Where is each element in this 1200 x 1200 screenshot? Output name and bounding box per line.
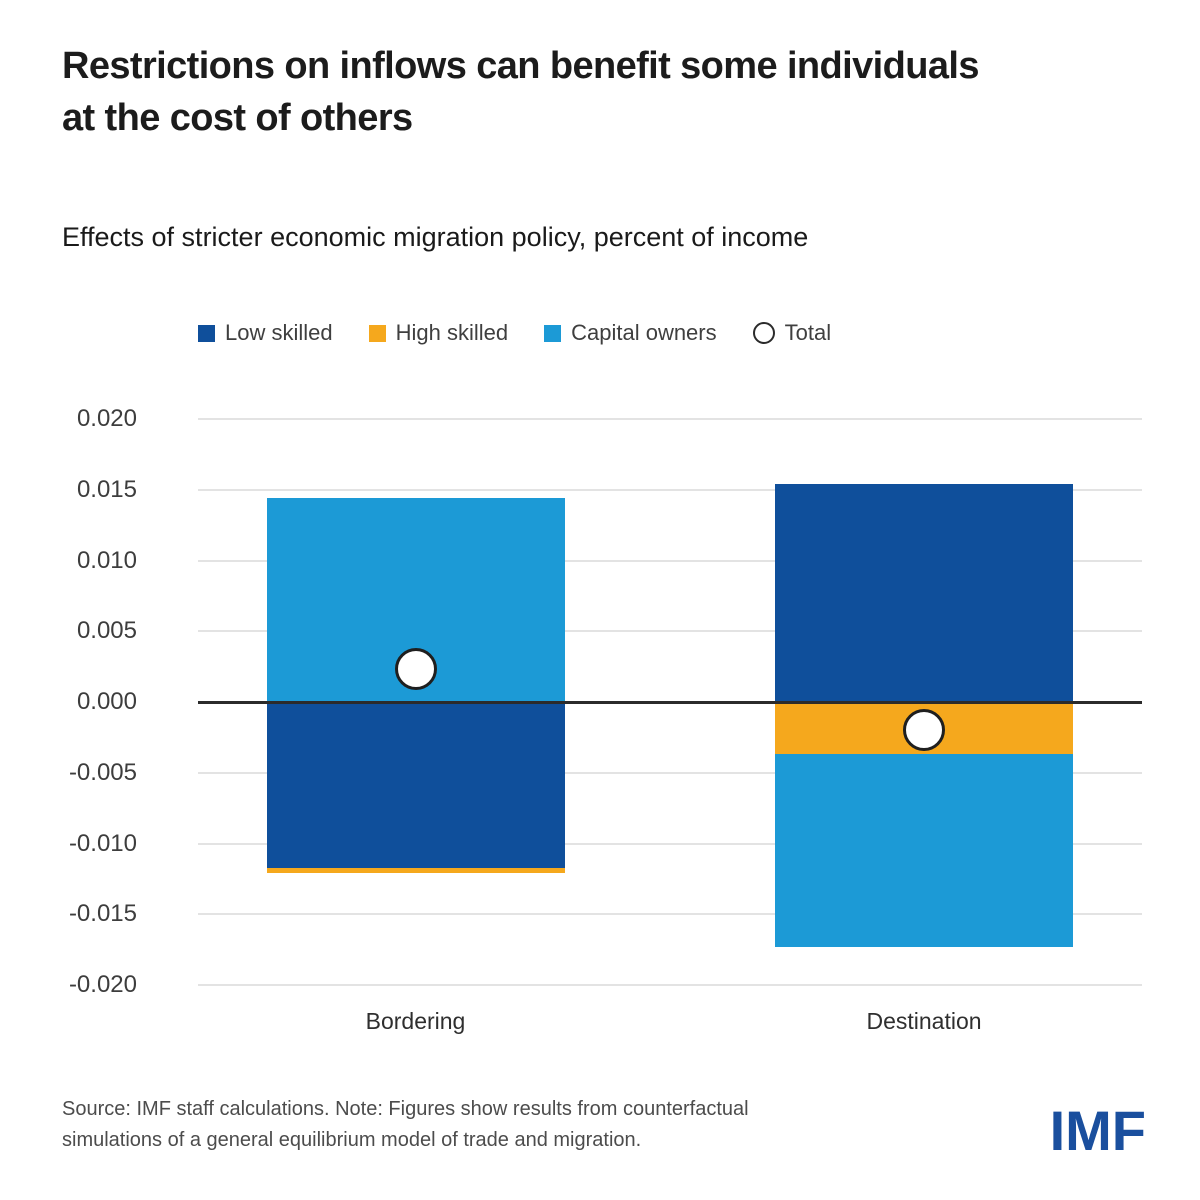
source-note: Source: IMF staff calculations. Note: Fi… [62,1094,749,1156]
chart-legend: Low skilled High skilled Capital owners Tot… [198,320,831,346]
gridline-0.005 [198,630,1142,633]
x-axis-label-bordering: Bordering [365,1008,466,1034]
y-axis-tick-label: 0.015 [76,475,137,503]
x-axis-label-destination: Destination [866,1008,982,1034]
y-axis-tick-label: -0.010 [68,829,137,857]
y-axis-tick-label: -0.020 [68,971,137,998]
total-marker-destination [903,709,945,752]
y-axis-tick-label: 0.010 [76,546,137,574]
y-axis-tick-label: 0.020 [76,405,137,432]
title-line: at the cost of others [62,97,413,139]
gridline--0.005 [198,771,1142,774]
legend-label: Total [784,320,832,345]
chart-subtitle: Effects of stricter economic migration p… [62,222,809,252]
gridline--0.010 [198,842,1142,845]
gridline-0.015 [198,488,1142,491]
high-skilled-swatch-icon [368,324,386,342]
total-marker-bordering [394,648,437,691]
gridline-0.020 [198,418,1142,420]
title-line: Restrictions on inflows can benefit some… [62,45,979,87]
bar-segment-low-skilled-destination [775,484,1073,702]
low-skilled-swatch-icon [198,324,215,342]
gridline-0.010 [198,559,1142,562]
y-axis-tick-label: 0.000 [76,688,137,715]
source-note-line: Source: IMF staff calculations. Note: Fi… [62,1098,749,1120]
y-axis-tick-label: -0.015 [68,900,137,928]
legend-item-capital-owners: Capital owners [544,320,717,346]
capital-owners-swatch-icon [544,324,562,342]
bar-segment-capital-owners-destination [775,754,1073,947]
bar-segment-low-skilled-bordering [266,702,565,868]
y-axis-tick-label: 0.005 [76,617,137,645]
gridline--0.015 [198,913,1142,916]
legend-label: Capital owners [571,320,717,345]
legend-label: Low skilled [225,320,333,345]
source-note-line: simulations of a general equilibrium mod… [62,1129,642,1151]
gridline--0.020 [198,984,1142,986]
total-circle-icon [752,322,775,344]
bar-segment-high-skilled-bordering [266,867,565,874]
page-title: Restrictions on inflows can benefit some… [62,40,979,144]
legend-item-total: Total [752,320,832,346]
y-axis-tick-label: -0.005 [68,758,137,786]
legend-label: High skilled [395,320,509,345]
legend-item-high-skilled: High skilled [368,320,509,346]
zero-baseline [198,700,1142,704]
legend-item-low-skilled: Low skilled [198,320,333,346]
imf-logo: IMF [1049,1099,1146,1162]
